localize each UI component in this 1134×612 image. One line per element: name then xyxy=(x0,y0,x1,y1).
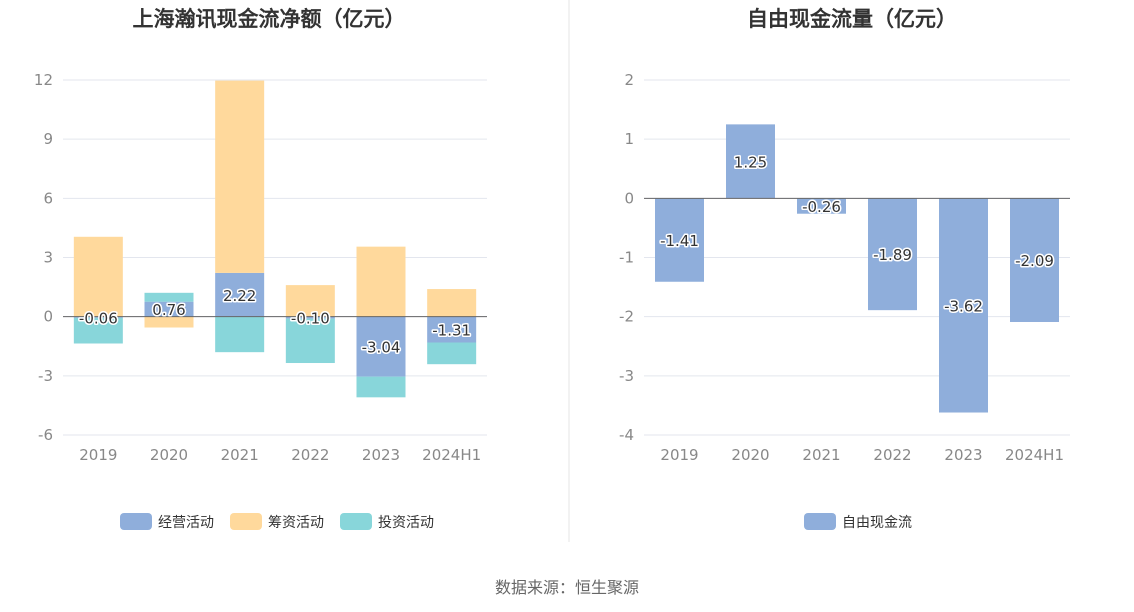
data-source: 数据来源：恒生聚源 xyxy=(495,578,639,597)
bar xyxy=(144,292,194,302)
data-label: -1.41 xyxy=(660,232,699,250)
data-label: -1.89 xyxy=(873,246,912,264)
data-label: 0.76 xyxy=(152,301,185,319)
legend-label: 筹资活动 xyxy=(268,514,324,531)
bar xyxy=(73,317,123,344)
y-tick-label: 2 xyxy=(624,71,634,89)
bar xyxy=(356,316,406,377)
data-label: -1.31 xyxy=(432,322,471,340)
y-tick-label: 1 xyxy=(624,130,634,148)
x-tick-label: 2020 xyxy=(731,446,769,464)
x-tick-label: 2021 xyxy=(802,446,840,464)
data-label: -3.04 xyxy=(362,339,401,357)
bar xyxy=(868,198,917,311)
legend-swatch xyxy=(804,513,836,530)
bar xyxy=(797,198,846,214)
x-tick-label: 2023 xyxy=(944,446,982,464)
y-tick-label: 6 xyxy=(43,189,53,207)
y-tick-label: -1 xyxy=(619,249,634,267)
legend-swatch xyxy=(230,513,262,530)
y-tick-label: -2 xyxy=(619,308,634,326)
bar xyxy=(215,272,265,317)
bar xyxy=(427,342,477,365)
bar xyxy=(285,318,335,364)
bar xyxy=(939,198,988,413)
data-label: -0.26 xyxy=(802,198,841,216)
bar xyxy=(285,316,335,319)
x-tick-label: 2023 xyxy=(362,446,400,464)
bar xyxy=(427,316,477,343)
chart-title: 上海瀚讯现金流净额（亿元） xyxy=(133,7,406,31)
y-tick-label: 12 xyxy=(34,71,53,89)
data-label: 2.22 xyxy=(223,287,256,305)
free-cash-flow-chart: 自由现金流量（亿元） 2 1 0 -1 -2 -3 -4 -1.41 1.25 -0.26 -1.89… xyxy=(619,7,1070,531)
data-label: -0.10 xyxy=(291,310,330,328)
cash-flow-net-chart: 上海瀚讯现金流净额（亿元） 12 9 6 3 0 -3 -6 -0.06 0.76 2.22 -0.1… xyxy=(34,7,487,531)
x-tick-label: 2020 xyxy=(150,446,188,464)
legend-label: 投资活动 xyxy=(378,515,434,531)
legend-label: 经营活动 xyxy=(158,515,214,531)
y-tick-label: 3 xyxy=(43,249,53,267)
bar xyxy=(356,376,406,398)
bar xyxy=(215,316,265,353)
bar xyxy=(73,316,123,318)
x-tick-label: 2019 xyxy=(660,446,698,464)
y-tick-label: -3 xyxy=(38,367,53,385)
chart-title: 自由现金流量（亿元） xyxy=(747,7,957,31)
bar xyxy=(285,285,335,317)
legend-swatch xyxy=(340,513,372,530)
bar xyxy=(144,316,194,328)
y-tick-label: 0 xyxy=(43,308,53,326)
bar xyxy=(215,80,265,273)
x-tick-label: 2019 xyxy=(79,446,117,464)
x-tick-label: 2022 xyxy=(873,446,911,464)
bar xyxy=(144,301,194,317)
y-tick-label: -3 xyxy=(619,367,634,385)
x-tick-label: 2024H1 xyxy=(1005,446,1064,464)
bar xyxy=(73,236,123,317)
bar xyxy=(427,289,477,317)
y-tick-label: -6 xyxy=(38,426,53,444)
x-tick-label: 2024H1 xyxy=(422,446,481,464)
y-tick-label: 9 xyxy=(43,130,53,148)
y-tick-label: 0 xyxy=(624,189,634,207)
data-label: 1.25 xyxy=(734,153,767,171)
data-label: -0.06 xyxy=(79,309,118,327)
y-tick-label: -4 xyxy=(619,426,634,444)
data-label: -2.09 xyxy=(1015,252,1054,270)
x-tick-label: 2022 xyxy=(291,446,329,464)
bar xyxy=(726,124,775,199)
bar xyxy=(356,246,406,317)
legend-swatch xyxy=(120,513,152,530)
data-label: -3.62 xyxy=(944,297,983,315)
legend-label: 自由现金流 xyxy=(842,515,912,531)
bar xyxy=(655,198,704,282)
x-tick-label: 2021 xyxy=(221,446,259,464)
bar xyxy=(1010,198,1059,322)
